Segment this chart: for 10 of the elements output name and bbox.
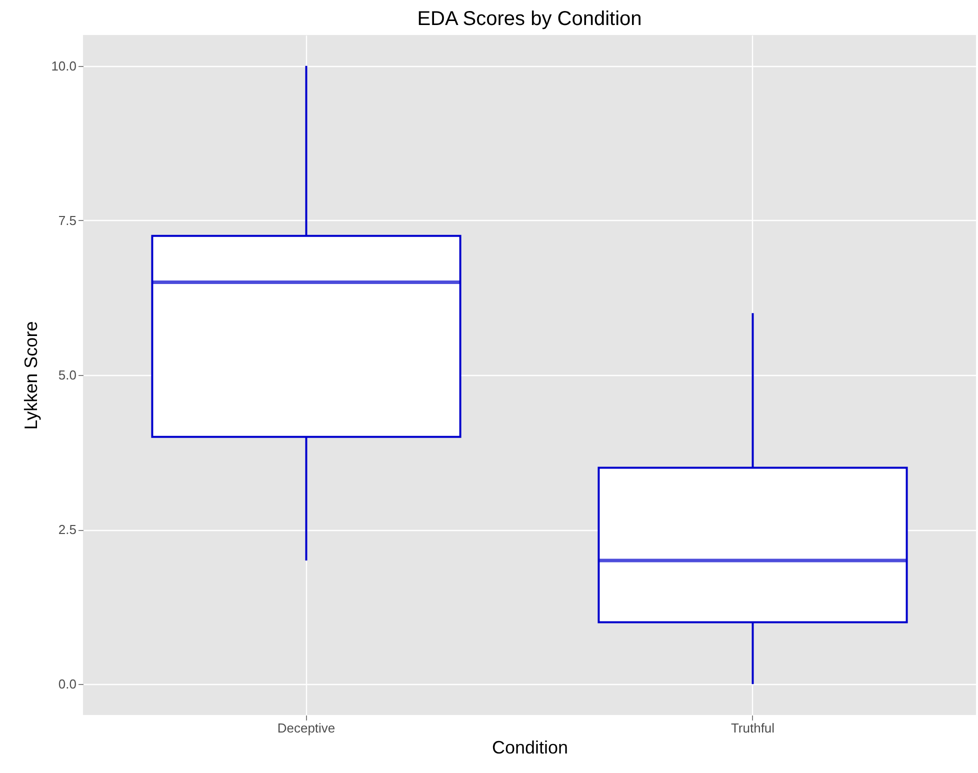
x-tick-label: Truthful [730, 720, 775, 736]
chart-title: EDA Scores by Condition [417, 8, 642, 30]
y-axis-title: Lykken Score [21, 321, 42, 430]
x-axis-title: Condition [492, 738, 568, 758]
y-tick-label: 7.5 [58, 212, 76, 228]
y-tick-label: 5.0 [58, 368, 76, 382]
y-tick-label: 0.0 [58, 676, 76, 692]
y-tick-label: 2.5 [58, 522, 76, 538]
y-tick-label: 10.0 [51, 58, 76, 74]
x-tick-label: Deceptive [277, 720, 336, 736]
